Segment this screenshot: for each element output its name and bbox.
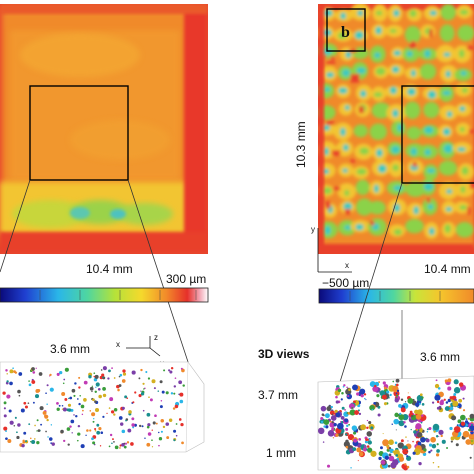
panel-b-height-label: 10.3 mm [294,121,308,168]
panel-b-3d-view: 3D views 3.6 mm 3.7 mm 1 mm [258,347,474,471]
panel-a-colorbar [0,287,209,303]
panel-a-3d-axis-x: x [116,340,120,349]
panel-b-heightmap [318,4,474,254]
panel-a-3d-width-label: 3.6 mm [50,342,90,356]
panel-a-colorbar-max-label: 300 µm [166,272,206,286]
panel-b-colorbar-min-label: −500 µm [322,276,369,290]
panel-a-3d-view: 3.6 mm x z y [0,333,205,453]
panel-b-3d-title: 3D views [258,347,310,361]
panel-a-width-label: 10.4 mm [86,262,133,276]
panel-b-axes [317,228,352,273]
panel-b-letter: b [341,24,350,41]
panel-a-zoom-box [29,85,129,181]
panel-b-letter-box [326,8,366,52]
panel-b-axis-y: y [311,225,315,234]
panel-b-3d-depth-label: 3.7 mm [258,388,298,402]
panel-b-width-label: 10.4 mm [424,262,471,276]
panel-a-3d-axis-z: z [154,333,158,342]
panel-a-3d-axes [126,336,161,357]
panel-b-axis-x: x [345,261,349,270]
panel-b-3d-width-label: 3.6 mm [420,350,460,364]
panel-a-heightmap [0,4,208,254]
panel-b-zoom-box [401,85,474,184]
panel-b-3d-height-label: 1 mm [266,446,296,460]
panel-b-colorbar [318,288,474,304]
